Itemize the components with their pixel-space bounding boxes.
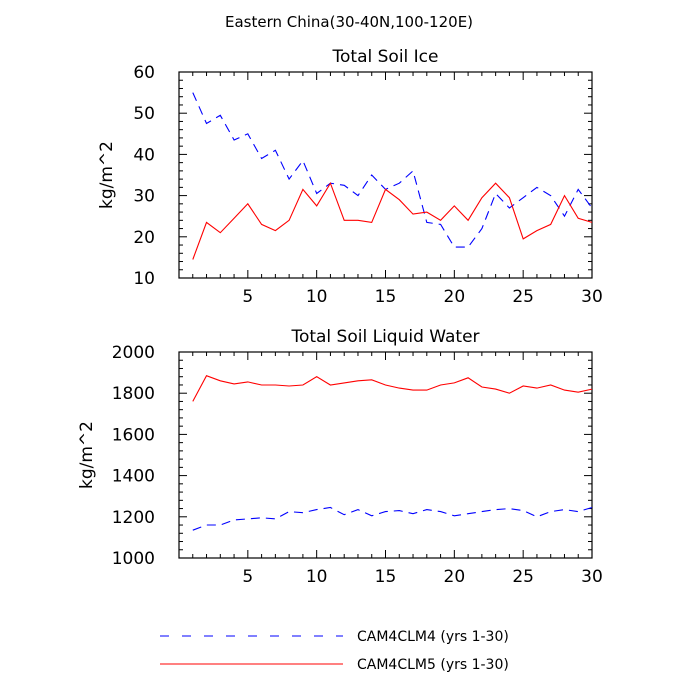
x-tick-label: 15 xyxy=(375,287,397,307)
plot-frame xyxy=(178,71,593,279)
x-tick-label: 25 xyxy=(512,567,534,587)
chart-title: Total Soil Ice xyxy=(332,47,439,67)
y-axis-label: kg/m^2 xyxy=(77,421,97,489)
chart-title: Total Soil Liquid Water xyxy=(290,327,479,347)
y-tick-label: 10 xyxy=(133,269,155,289)
series-line-cam4clm5-yrs-1-30 xyxy=(192,375,593,402)
series-line-cam4clm4-yrs-1-30 xyxy=(192,506,593,531)
y-tick-label: 20 xyxy=(133,228,155,248)
y-tick-label: 40 xyxy=(133,145,155,165)
y-tick-label: 60 xyxy=(133,63,155,83)
y-axis-label: kg/m^2 xyxy=(97,141,117,209)
y-tick-label: 30 xyxy=(133,187,155,207)
legend-label: CAM4CLM5 (yrs 1-30) xyxy=(357,657,509,673)
x-tick-label: 5 xyxy=(242,287,253,307)
y-tick-label: 1000 xyxy=(112,549,155,569)
figure-title: Eastern China(30-40N,100-120E) xyxy=(225,13,473,31)
x-tick-label: 30 xyxy=(581,287,603,307)
x-tick-label: 10 xyxy=(306,287,328,307)
y-tick-label: 2000 xyxy=(112,343,155,363)
x-tick-label: 20 xyxy=(444,567,466,587)
x-tick-label: 20 xyxy=(444,287,466,307)
x-tick-label: 15 xyxy=(375,567,397,587)
series-line-cam4clm5-yrs-1-30 xyxy=(192,181,593,260)
chart-total-soil-liquid-water: 5 10 15 20 25 30 1000 1200 1400 1600 1800 2000 Total… xyxy=(77,327,603,587)
y-tick-label: 50 xyxy=(133,104,155,124)
x-tick-label: 5 xyxy=(242,567,253,587)
y-tick-label: 1400 xyxy=(112,467,155,487)
chart-total-soil-ice: 5 10 15 20 25 30 10 20 30 40 50 60 Total Soil Ice kg/… xyxy=(97,47,603,307)
legend-label: CAM4CLM4 (yrs 1-30) xyxy=(357,629,509,645)
x-tick-label: 30 xyxy=(581,567,603,587)
series-line-cam4clm4-yrs-1-30 xyxy=(192,92,593,248)
y-tick-label: 1200 xyxy=(112,508,155,528)
x-tick-label: 10 xyxy=(306,567,328,587)
y-tick-label: 1600 xyxy=(112,425,155,445)
legend: CAM4CLM4 (yrs 1-30) CAM4CLM5 (yrs 1-30) xyxy=(160,629,509,673)
x-tick-label: 25 xyxy=(512,287,534,307)
y-tick-label: 1800 xyxy=(112,384,155,404)
